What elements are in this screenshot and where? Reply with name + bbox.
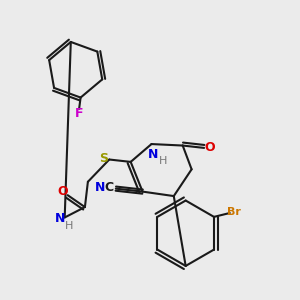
- Text: H: H: [159, 156, 168, 166]
- Text: F: F: [75, 107, 83, 120]
- Text: N: N: [55, 212, 65, 225]
- Text: O: O: [57, 185, 68, 198]
- Text: O: O: [205, 141, 215, 154]
- Text: Br: Br: [227, 206, 241, 217]
- Text: S: S: [99, 152, 108, 165]
- Text: N: N: [148, 148, 158, 161]
- Text: N: N: [95, 181, 106, 194]
- Text: H: H: [65, 221, 73, 231]
- Text: C: C: [105, 181, 114, 194]
